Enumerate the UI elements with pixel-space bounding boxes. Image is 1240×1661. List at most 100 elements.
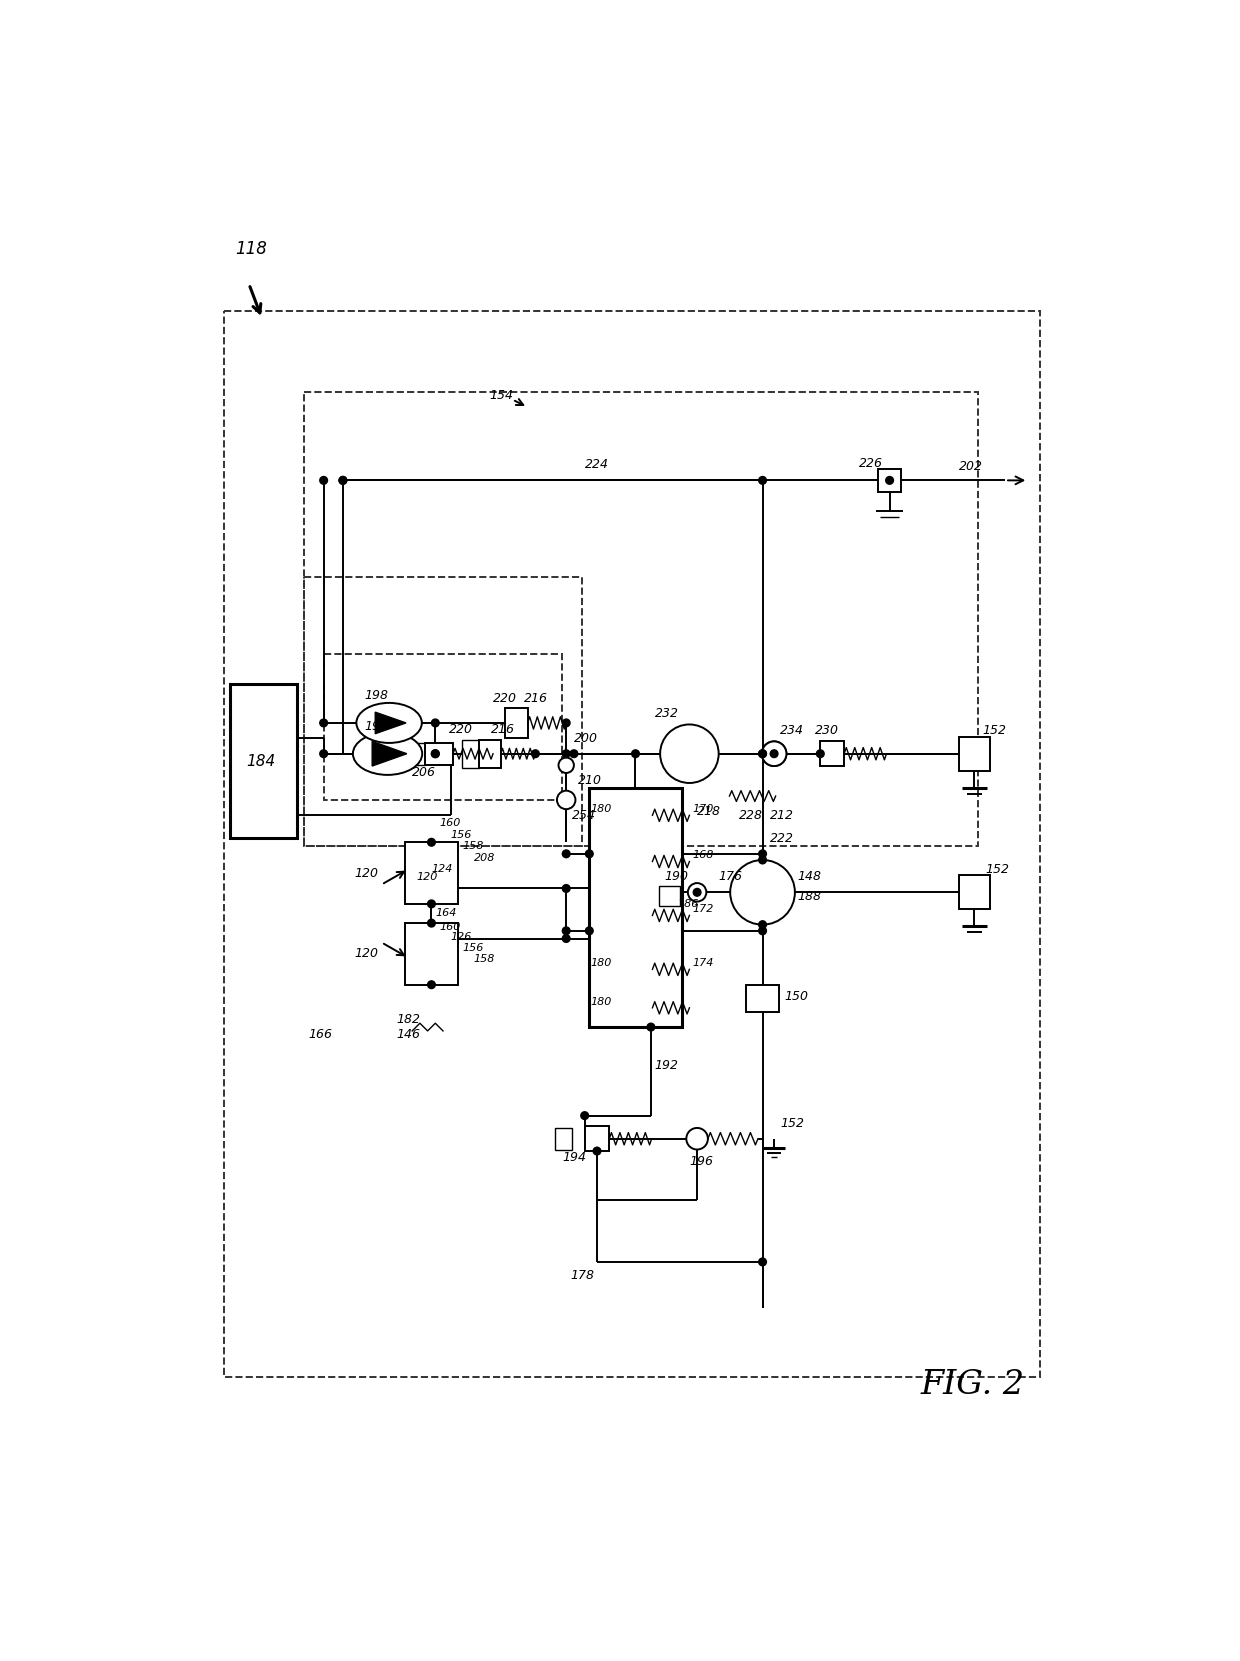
Circle shape [432,719,439,728]
Circle shape [580,1111,589,1120]
Text: 154: 154 [490,389,513,402]
Text: 146: 146 [397,1028,420,1041]
Circle shape [563,935,570,942]
Circle shape [759,477,766,485]
Text: 192: 192 [655,1060,678,1071]
Bar [959,875,990,909]
Text: 160: 160 [439,922,460,932]
Text: 212: 212 [770,809,795,822]
Text: 168: 168 [692,850,714,860]
Text: 152: 152 [986,862,1009,875]
Circle shape [570,749,578,757]
Text: 158: 158 [474,953,495,963]
Text: 180: 180 [590,804,613,814]
Text: 124: 124 [432,864,453,874]
Circle shape [557,791,575,809]
Text: 182: 182 [397,1013,420,1026]
Text: 156: 156 [463,943,484,953]
Bar [408,742,425,764]
Text: 156: 156 [450,829,472,839]
Ellipse shape [353,733,422,776]
Text: 194: 194 [563,1151,587,1164]
Circle shape [563,927,570,935]
Text: 126: 126 [450,932,472,942]
Bar [304,392,978,845]
Text: 198: 198 [365,689,388,703]
Circle shape [693,889,701,897]
Circle shape [759,850,766,857]
Text: 176: 176 [719,870,743,884]
Bar [585,1126,609,1151]
Circle shape [428,982,435,988]
Circle shape [759,749,766,757]
Text: 174: 174 [692,958,714,968]
Bar [425,742,453,764]
Circle shape [660,724,719,782]
Text: 254: 254 [573,809,596,822]
Bar [223,311,1040,1377]
Bar [658,887,681,907]
Circle shape [428,900,435,907]
Circle shape [761,741,786,766]
Text: 150: 150 [784,990,808,1003]
Bar [745,985,780,1012]
Text: 202: 202 [959,460,983,473]
Circle shape [563,885,570,892]
Circle shape [428,919,435,927]
Bar [404,924,459,985]
Bar [554,1128,572,1149]
Bar [304,576,582,845]
Circle shape [432,749,439,757]
Text: 178: 178 [570,1269,594,1282]
Text: 198: 198 [365,721,388,733]
Circle shape [563,719,570,728]
Text: 230: 230 [815,724,839,737]
Text: 210: 210 [578,774,601,787]
Text: 152: 152 [982,724,1006,737]
Circle shape [759,927,766,935]
Text: 232: 232 [655,708,678,721]
Text: 152: 152 [780,1116,805,1129]
Text: 226: 226 [859,457,883,470]
Bar [878,468,901,492]
Text: 206: 206 [412,766,436,779]
Circle shape [563,850,570,857]
Text: 234: 234 [780,724,805,737]
Circle shape [558,757,574,772]
Circle shape [339,477,347,485]
Circle shape [428,839,435,845]
Bar [959,737,990,771]
Bar [404,842,459,904]
Text: 200: 200 [574,733,598,744]
Text: 180: 180 [590,958,613,968]
Polygon shape [376,713,405,734]
Circle shape [816,749,825,757]
Bar [229,684,298,839]
Circle shape [770,749,777,757]
Text: 224: 224 [585,458,609,472]
Circle shape [759,920,766,928]
Text: 120: 120 [355,947,378,960]
Text: 164: 164 [435,909,456,919]
Bar [324,654,563,801]
Text: 148: 148 [797,870,821,884]
Circle shape [885,477,894,485]
Text: 158: 158 [463,840,484,850]
Circle shape [730,860,795,925]
Bar [589,789,682,1026]
Polygon shape [372,741,407,766]
Circle shape [320,749,327,757]
Text: 222: 222 [770,832,795,845]
Text: 186: 186 [678,899,699,909]
Text: 216: 216 [491,723,515,736]
Circle shape [432,749,439,757]
Circle shape [647,1023,655,1031]
Text: 196: 196 [689,1156,713,1168]
Text: 218: 218 [697,806,722,817]
Circle shape [593,1148,601,1154]
Circle shape [585,927,593,935]
Circle shape [585,850,593,857]
Text: 190: 190 [665,870,688,884]
Text: 118: 118 [236,241,267,259]
Circle shape [761,741,786,766]
